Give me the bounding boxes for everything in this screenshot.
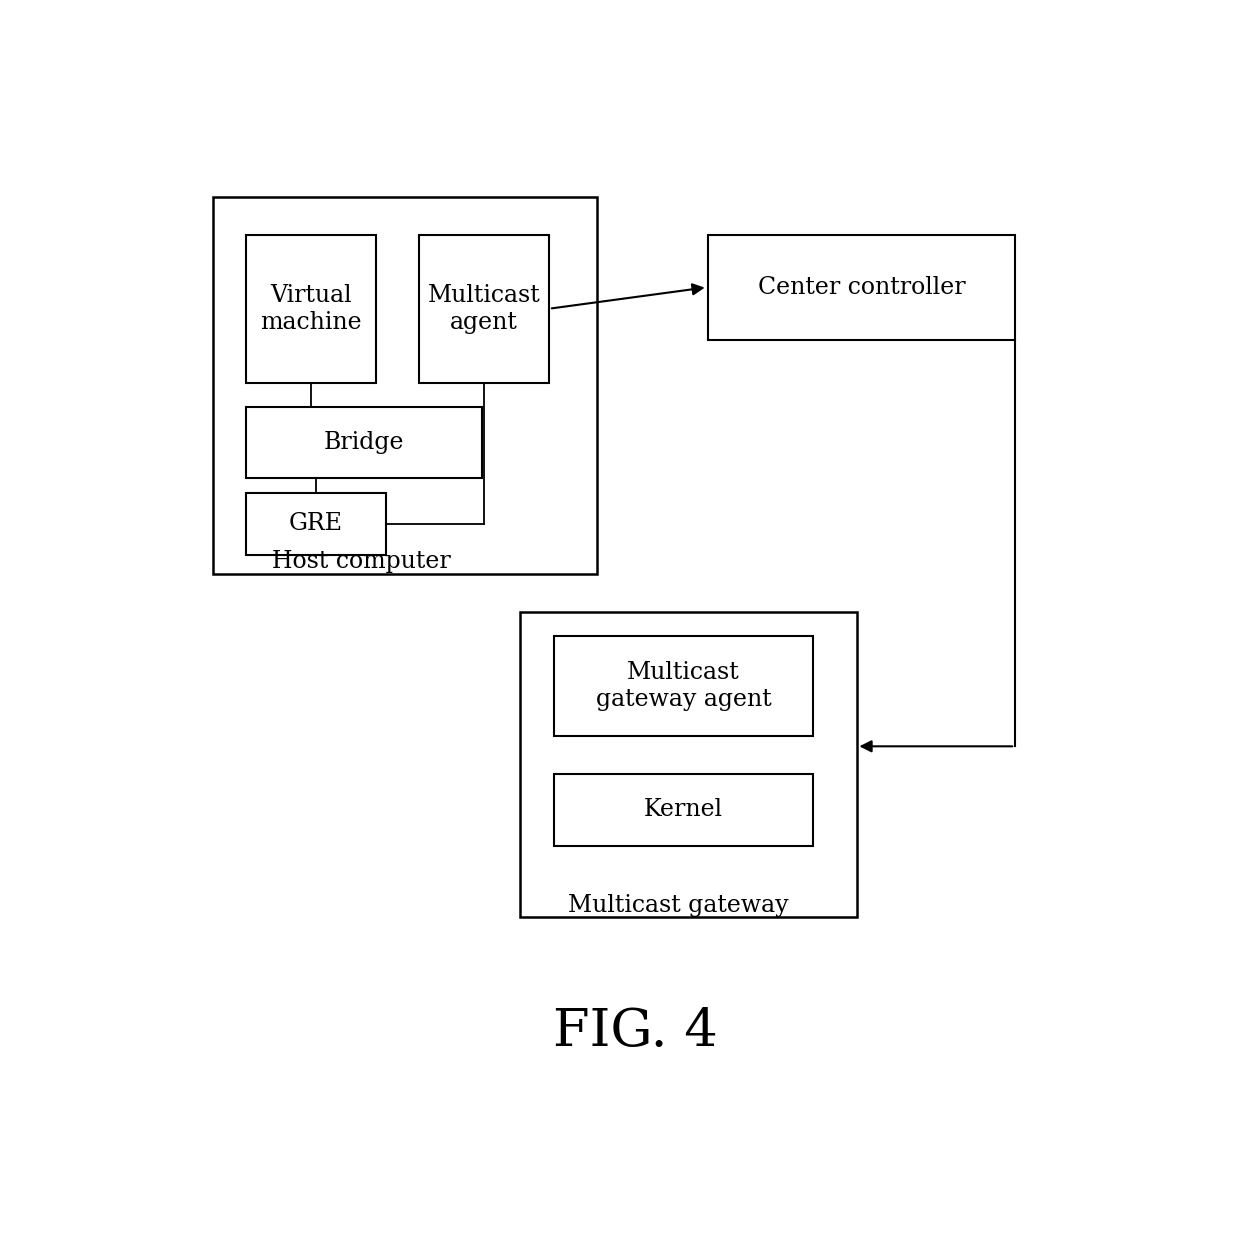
Text: FIG. 4: FIG. 4 (553, 1007, 718, 1058)
Text: Bridge: Bridge (324, 432, 404, 454)
Text: Virtual
machine: Virtual machine (260, 284, 362, 334)
Text: Multicast
gateway agent: Multicast gateway agent (595, 661, 771, 711)
Bar (554, 636, 813, 737)
Text: Multicast
agent: Multicast agent (428, 284, 541, 334)
Bar (247, 407, 481, 479)
Text: Center controller: Center controller (758, 275, 965, 299)
Bar (554, 774, 813, 846)
Bar (708, 234, 1016, 340)
Text: Multicast gateway: Multicast gateway (568, 894, 789, 916)
Bar (213, 196, 598, 574)
Bar (247, 492, 386, 554)
Bar (521, 611, 857, 918)
Text: Kernel: Kernel (644, 799, 723, 821)
Text: Host computer: Host computer (273, 549, 451, 573)
Bar (419, 234, 549, 383)
Text: GRE: GRE (289, 512, 343, 534)
Bar (247, 234, 376, 383)
